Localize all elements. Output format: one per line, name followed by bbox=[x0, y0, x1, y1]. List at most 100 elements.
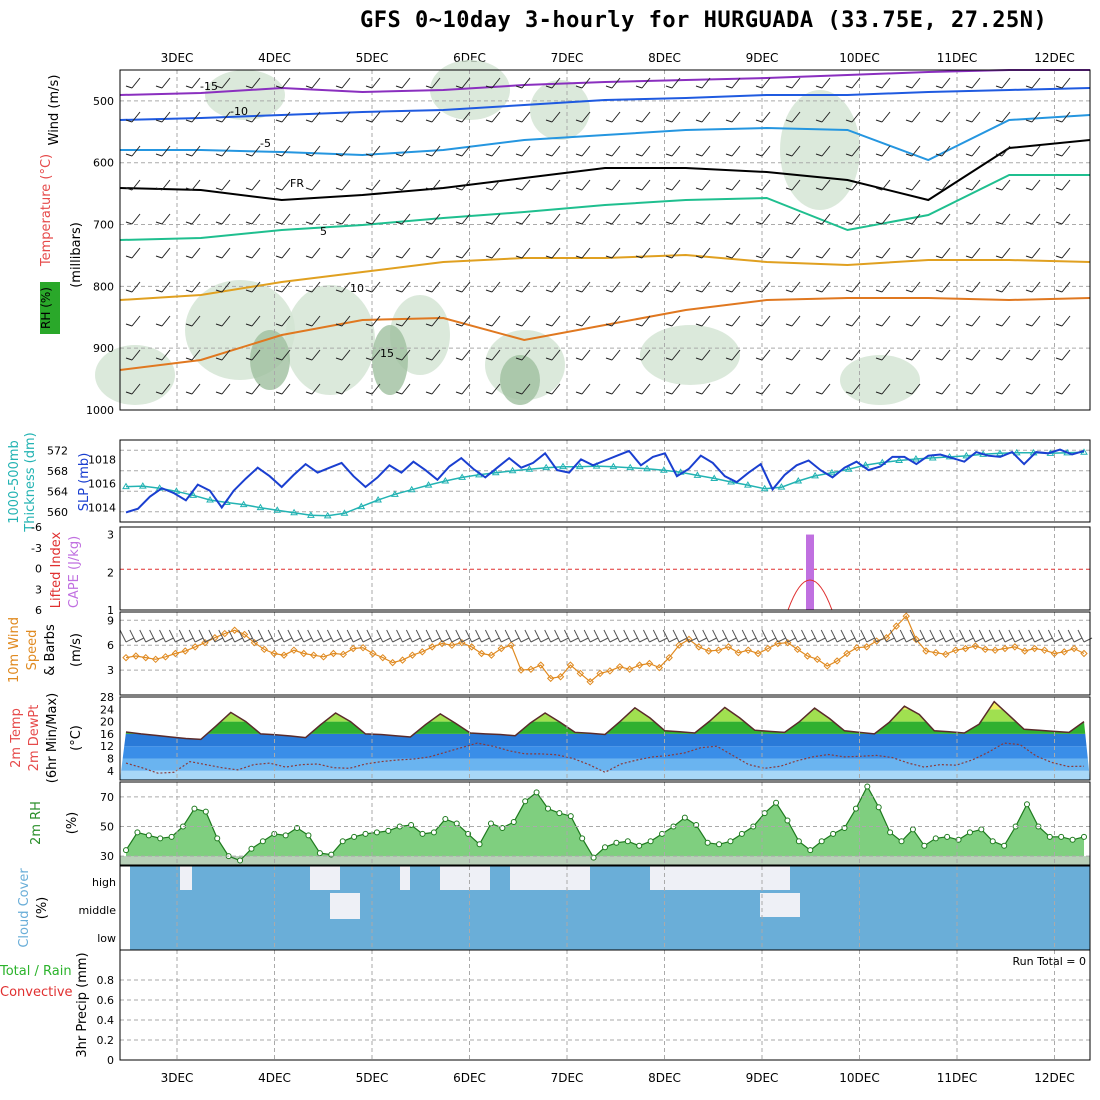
date-label-top: 3DEC bbox=[161, 51, 194, 65]
wind-barb-10m bbox=[771, 629, 787, 643]
wind-barb bbox=[215, 179, 231, 191]
precip-tick: 0.4 bbox=[97, 1014, 115, 1027]
wind-barb bbox=[185, 349, 201, 361]
wind-barb bbox=[965, 179, 981, 191]
rh-marker bbox=[214, 835, 221, 842]
temp-band bbox=[120, 709, 1090, 722]
wind-barb-10m bbox=[741, 629, 757, 643]
wind-barb-10m bbox=[366, 629, 382, 643]
wind-barb bbox=[665, 349, 681, 361]
wind-barb-10m bbox=[593, 629, 609, 643]
precip-axis-title: Total / Rain bbox=[0, 964, 72, 979]
wind-barb-10m bbox=[899, 629, 915, 643]
date-label-bottom: 7DEC bbox=[551, 1071, 584, 1085]
temp-tick: 28 bbox=[100, 691, 114, 704]
wind-speed-marker bbox=[675, 641, 683, 649]
temperature-contour bbox=[119, 253, 1091, 301]
wind-barb bbox=[815, 179, 831, 191]
pressure-tick: 600 bbox=[93, 157, 114, 170]
wind-barb bbox=[635, 77, 651, 89]
thickness-marker bbox=[172, 487, 181, 494]
wind-barb bbox=[425, 179, 441, 191]
wind-barb bbox=[485, 179, 501, 191]
wind-barb-10m bbox=[692, 629, 708, 643]
rh2-axis-unit: (%) bbox=[65, 812, 80, 835]
wind-speed-marker bbox=[586, 678, 594, 686]
wind-barb bbox=[455, 281, 471, 293]
wind-barb bbox=[365, 383, 381, 395]
wind-speed-marker bbox=[823, 662, 831, 670]
wind-barb bbox=[665, 383, 681, 395]
wind10-axis-unit: (m/s) bbox=[69, 633, 84, 667]
wind-barb bbox=[995, 315, 1011, 327]
wind-barb-10m bbox=[307, 629, 322, 643]
temp2-axis-unit: (°C) bbox=[69, 725, 84, 751]
wind-barb-10m bbox=[514, 629, 530, 643]
rh-marker bbox=[316, 850, 323, 857]
wind10-axis-title-3: & Barbs bbox=[43, 624, 58, 676]
wind-barb-10m bbox=[959, 629, 974, 643]
rh-shading bbox=[530, 80, 590, 140]
wind-speed-marker bbox=[616, 663, 624, 671]
wind-barb bbox=[335, 111, 351, 123]
wind-barb bbox=[245, 145, 261, 157]
wind-barb bbox=[995, 281, 1011, 293]
temp2-axis-title-3: (6hr Min/Max) bbox=[45, 693, 60, 783]
wind-barb bbox=[1025, 383, 1041, 395]
wind-barb bbox=[485, 281, 501, 293]
rh-marker bbox=[887, 829, 894, 836]
date-label-top: 7DEC bbox=[551, 51, 584, 65]
wind-barb bbox=[215, 111, 231, 123]
date-label-bottom: 3DEC bbox=[161, 1071, 194, 1085]
thickness-marker bbox=[559, 462, 567, 470]
cloud-level-label: low bbox=[97, 932, 116, 945]
wind-barb bbox=[935, 383, 951, 395]
wind-barb bbox=[995, 111, 1011, 123]
temp2-axis-title: 2m Temp bbox=[9, 708, 24, 768]
wind-barb bbox=[185, 145, 201, 157]
wind-barb bbox=[635, 247, 651, 259]
wind-barb bbox=[245, 179, 261, 191]
wind-barb bbox=[275, 145, 291, 157]
temp-tick: 4 bbox=[107, 765, 114, 778]
thickness-marker bbox=[710, 474, 719, 481]
wind-barb bbox=[455, 77, 471, 89]
wind-barb bbox=[725, 77, 741, 89]
wind-speed-marker bbox=[438, 639, 446, 648]
wind-barb bbox=[1025, 349, 1041, 361]
thickness-marker bbox=[525, 465, 534, 472]
wind-barb-10m bbox=[129, 629, 145, 643]
li-tick: -3 bbox=[31, 542, 42, 555]
wind-speed-marker bbox=[556, 673, 565, 681]
wind-speed-marker bbox=[290, 646, 298, 654]
wind-barb-10m bbox=[968, 629, 984, 643]
wind-barb-10m bbox=[1008, 629, 1024, 643]
wind-speed-marker bbox=[774, 639, 782, 648]
wind-barb bbox=[635, 383, 651, 395]
thickness-marker bbox=[508, 466, 517, 474]
wind-barb-10m bbox=[247, 629, 263, 643]
thickness-marker bbox=[659, 466, 668, 473]
temperature-contour bbox=[120, 114, 1091, 162]
wind-speed-marker bbox=[1011, 643, 1019, 651]
temp-band-hot bbox=[120, 701, 1090, 710]
cloud-gap bbox=[330, 893, 360, 919]
rh-marker bbox=[1058, 833, 1065, 840]
wind-barb bbox=[305, 349, 321, 361]
wind-barb-10m bbox=[860, 629, 875, 643]
cloud-gap bbox=[510, 866, 590, 890]
wind-barb bbox=[1025, 213, 1041, 225]
temp-tick: 20 bbox=[100, 716, 114, 729]
wind-barb-10m bbox=[820, 629, 836, 643]
thickness-marker bbox=[895, 456, 904, 463]
wind-barb-10m bbox=[583, 629, 599, 643]
rh-marker bbox=[659, 830, 666, 837]
rh-marker bbox=[157, 835, 164, 842]
date-label-bottom: 6DEC bbox=[453, 1071, 486, 1085]
temp-band bbox=[120, 733, 1090, 747]
wind-speed-marker bbox=[309, 651, 318, 659]
cloud-gap bbox=[400, 866, 410, 890]
wind-barb bbox=[695, 145, 711, 157]
wind-barb-10m bbox=[978, 629, 994, 643]
